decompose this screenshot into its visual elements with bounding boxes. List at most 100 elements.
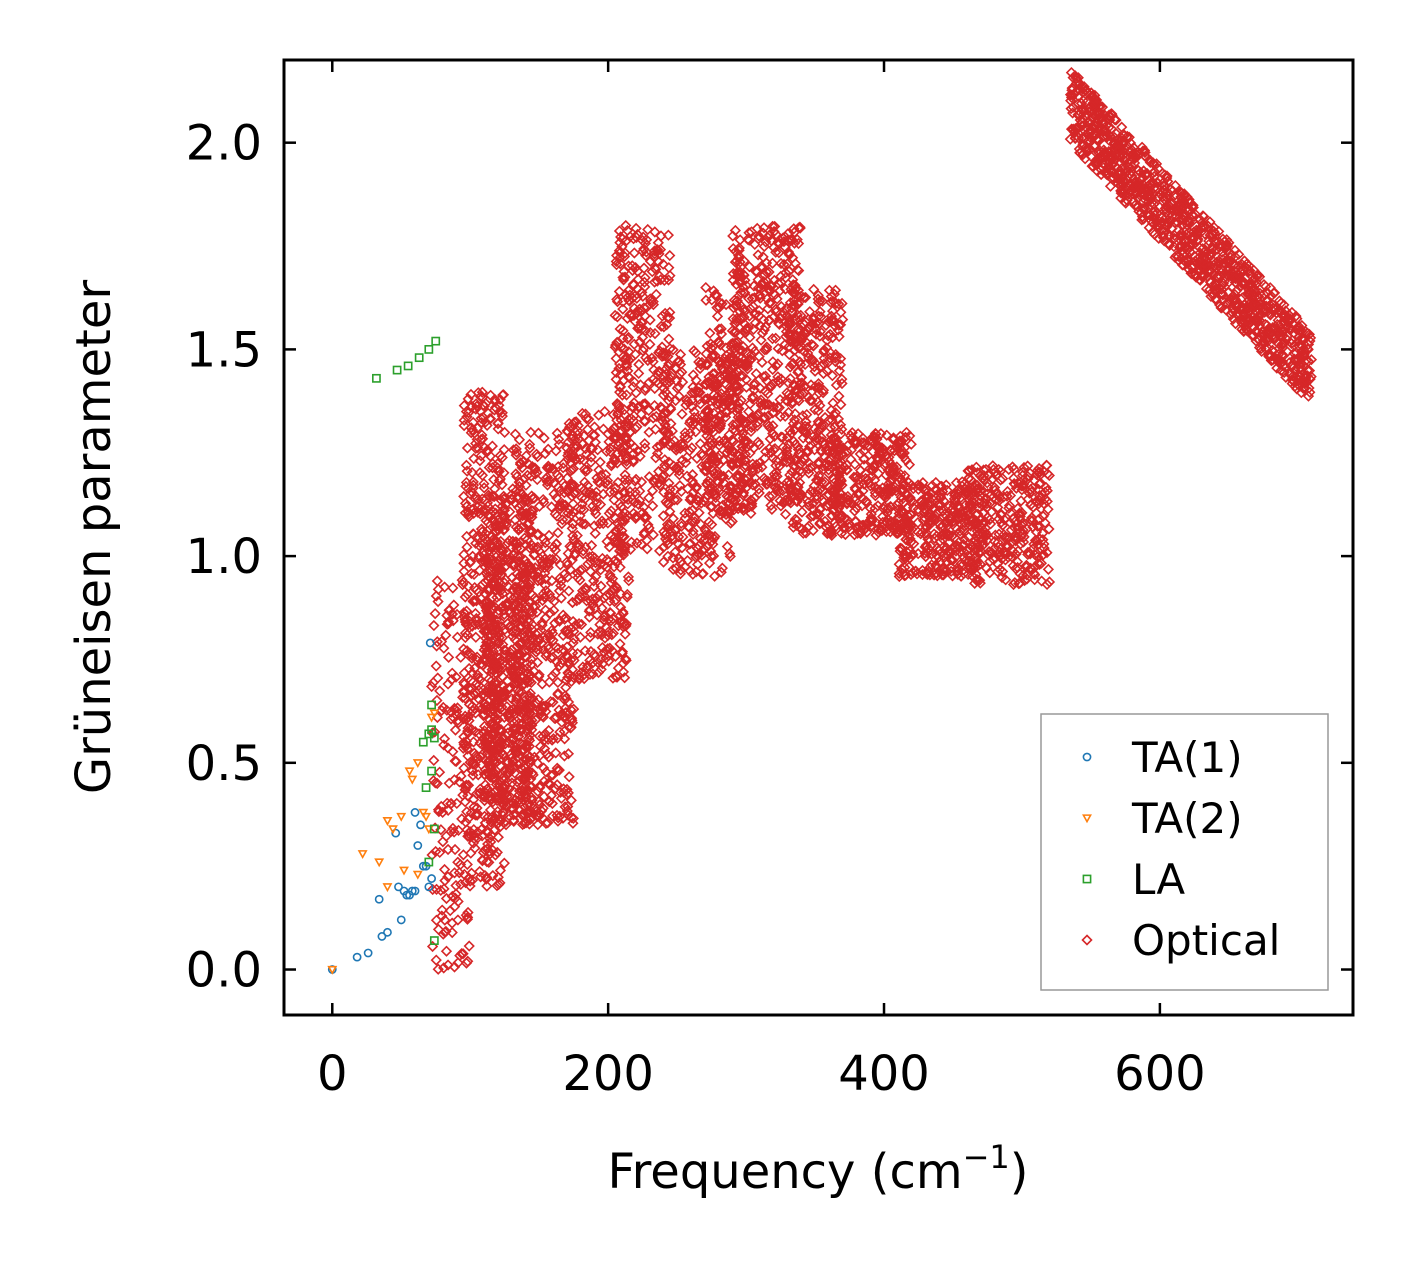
data-point (937, 520, 949, 532)
data-point (564, 465, 577, 477)
data-point (924, 569, 936, 581)
data-point (513, 686, 525, 698)
data-point (553, 472, 566, 484)
data-point (676, 366, 688, 378)
data-point (739, 454, 751, 466)
data-point (1042, 563, 1054, 575)
data-point (898, 525, 910, 537)
data-point (642, 354, 654, 367)
data-point (990, 487, 1002, 500)
data-point (1035, 557, 1048, 569)
data-point (548, 541, 560, 553)
data-point (537, 588, 550, 600)
data-point (492, 417, 504, 429)
data-point (810, 328, 822, 340)
data-point (755, 399, 768, 411)
data-point (452, 957, 464, 969)
data-point (466, 466, 478, 479)
data-point (702, 528, 715, 541)
data-point (768, 311, 780, 323)
data-point (620, 389, 633, 401)
data-point (464, 557, 476, 569)
data-point (470, 531, 482, 543)
data-point (1018, 461, 1030, 474)
data-point (746, 498, 758, 510)
data-point (861, 526, 873, 538)
data-point (494, 740, 506, 752)
data-point (469, 707, 482, 719)
data-point (459, 614, 471, 626)
data-point (518, 699, 530, 711)
data-point (651, 244, 664, 256)
data-point (789, 414, 801, 426)
data-point (611, 556, 623, 568)
data-point (551, 762, 563, 774)
data-point (525, 653, 537, 665)
data-point (814, 423, 826, 435)
data-point (1220, 304, 1232, 316)
data-point (627, 456, 640, 468)
data-point (480, 514, 492, 527)
data-point (733, 403, 745, 415)
data-point (447, 582, 459, 594)
data-point (513, 730, 525, 743)
data-point (1023, 487, 1036, 499)
data-point (546, 670, 559, 682)
data-point (801, 408, 813, 421)
data-point (644, 338, 656, 350)
data-point (667, 344, 679, 356)
data-point (631, 307, 643, 319)
data-point (803, 440, 816, 453)
data-point (559, 702, 571, 715)
data-point (603, 436, 615, 448)
data-point (832, 324, 844, 336)
data-point (516, 462, 528, 474)
data-point (560, 612, 572, 624)
data-point (693, 540, 705, 552)
data-point (492, 423, 504, 435)
data-point (566, 663, 579, 676)
data-point (493, 475, 506, 487)
data-point (479, 779, 492, 791)
data-point (617, 621, 629, 633)
data-point (1000, 540, 1012, 552)
data-point (711, 310, 724, 322)
data-point (619, 474, 631, 486)
data-point (785, 497, 797, 509)
data-point (509, 497, 521, 509)
data-point (708, 407, 720, 419)
data-point (616, 538, 628, 551)
data-point (526, 618, 538, 631)
data-point (650, 288, 662, 301)
data-point (580, 595, 593, 607)
data-point (828, 315, 841, 327)
data-point (731, 472, 744, 484)
data-point (637, 231, 649, 243)
data-point (511, 550, 524, 562)
data-point (958, 533, 970, 545)
data-point (690, 498, 702, 510)
data-point (493, 406, 506, 418)
data-point (507, 535, 519, 547)
data-point (926, 492, 938, 504)
data-point (789, 301, 801, 313)
data-point (638, 526, 651, 539)
data-point (455, 770, 467, 782)
data-point (821, 334, 833, 346)
data-point (934, 556, 946, 568)
data-point (459, 710, 471, 722)
data-point (711, 398, 723, 411)
data-point (783, 319, 795, 331)
data-point (613, 551, 625, 564)
data-point (479, 698, 491, 710)
data-point (823, 284, 836, 296)
data-point (458, 548, 470, 561)
data-point (896, 504, 908, 516)
data-point (702, 405, 715, 417)
data-point (707, 550, 720, 562)
data-point (618, 515, 631, 527)
data-point (542, 460, 554, 472)
data-point (823, 459, 835, 471)
data-point (608, 584, 620, 596)
data-point (490, 756, 502, 768)
